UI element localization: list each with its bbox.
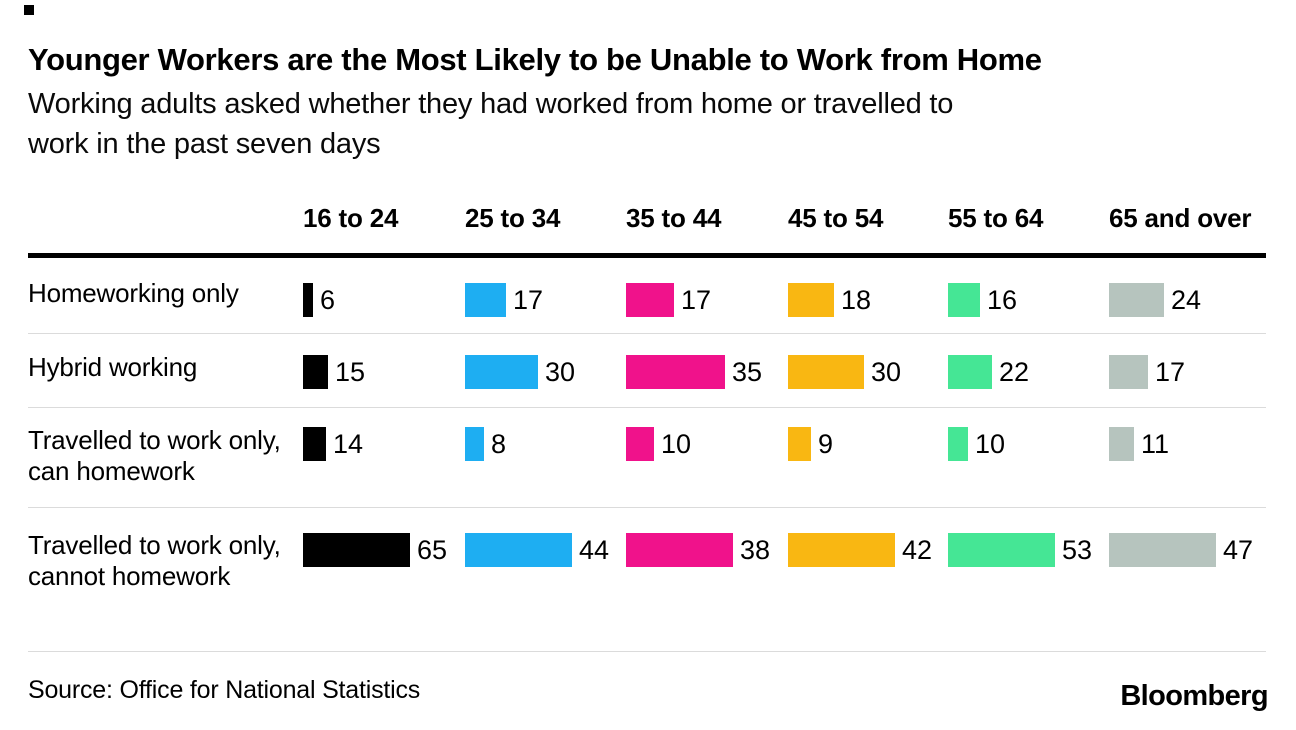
bar-55-to-64 bbox=[948, 283, 980, 317]
bar-value-label: 10 bbox=[661, 429, 692, 459]
column-header-45-to-54: 45 to 54 bbox=[788, 203, 884, 233]
bar-25-to-34 bbox=[465, 533, 572, 567]
bar-value-label: 6 bbox=[320, 285, 336, 315]
column-header-35-to-44: 35 to 44 bbox=[626, 203, 722, 233]
bar-25-to-34 bbox=[465, 283, 506, 317]
bar-value-label: 17 bbox=[1155, 357, 1186, 387]
bar-value-label: 15 bbox=[335, 357, 366, 387]
column-header-25-to-34: 25 to 34 bbox=[465, 203, 561, 233]
bar-value-label: 8 bbox=[491, 429, 507, 459]
row-separator bbox=[28, 333, 1266, 334]
source-note: Source: Office for National Statistics bbox=[28, 676, 421, 704]
row-label: Homeworking only bbox=[28, 278, 239, 308]
bar-value-label: 18 bbox=[841, 285, 872, 315]
bar-value-label: 17 bbox=[513, 285, 544, 315]
bar-45-to-54 bbox=[788, 283, 834, 317]
bar-value-label: 47 bbox=[1223, 535, 1254, 565]
brand-square-mark bbox=[24, 5, 34, 15]
bar-value-label: 14 bbox=[333, 429, 364, 459]
column-header-16-to-24: 16 to 24 bbox=[303, 203, 399, 233]
header-rule bbox=[28, 253, 1266, 258]
bar-value-label: 11 bbox=[1141, 429, 1170, 459]
bar-65-and-over bbox=[1109, 283, 1164, 317]
column-header-65-and-over: 65 and over bbox=[1109, 203, 1252, 233]
bar-value-label: 17 bbox=[681, 285, 712, 315]
bar-45-to-54 bbox=[788, 355, 864, 389]
chart-subtitle-line-2: work in the past seven days bbox=[28, 128, 381, 160]
chart-subtitle: Working adults asked whether they had wo… bbox=[28, 84, 953, 164]
bar-value-label: 30 bbox=[545, 357, 576, 387]
bar-16-to-24 bbox=[303, 533, 410, 567]
bar-25-to-34 bbox=[465, 355, 538, 389]
bar-45-to-54 bbox=[788, 533, 895, 567]
bar-35-to-44 bbox=[626, 427, 654, 461]
chart-title: Younger Workers are the Most Likely to b… bbox=[28, 42, 1042, 77]
bar-16-to-24 bbox=[303, 283, 313, 317]
bar-45-to-54 bbox=[788, 427, 811, 461]
bar-value-label: 35 bbox=[732, 357, 763, 387]
row-label: Travelled to work only, cannot homework bbox=[28, 530, 281, 591]
bar-value-label: 24 bbox=[1171, 285, 1202, 315]
bar-value-label: 42 bbox=[902, 535, 933, 565]
bar-value-label: 38 bbox=[740, 535, 771, 565]
bar-35-to-44 bbox=[626, 283, 674, 317]
bloomberg-logo: Bloomberg bbox=[1120, 680, 1268, 712]
bar-value-label: 16 bbox=[987, 285, 1018, 315]
bar-55-to-64 bbox=[948, 427, 968, 461]
bar-65-and-over bbox=[1109, 533, 1216, 567]
bar-16-to-24 bbox=[303, 355, 328, 389]
bar-value-label: 22 bbox=[999, 357, 1030, 387]
bar-value-label: 9 bbox=[818, 429, 834, 459]
row-label: Hybrid working bbox=[28, 352, 198, 382]
row-label: Travelled to work only, can homework bbox=[28, 425, 281, 486]
chart-subtitle-line-1: Working adults asked whether they had wo… bbox=[28, 88, 954, 120]
bar-55-to-64 bbox=[948, 533, 1055, 567]
bar-35-to-44 bbox=[626, 533, 733, 567]
row-separator bbox=[28, 407, 1266, 408]
bar-value-label: 10 bbox=[975, 429, 1006, 459]
bar-value-label: 53 bbox=[1062, 535, 1093, 565]
column-header-55-to-64: 55 to 64 bbox=[948, 203, 1044, 233]
bar-65-and-over bbox=[1109, 427, 1134, 461]
bar-65-and-over bbox=[1109, 355, 1148, 389]
bar-16-to-24 bbox=[303, 427, 326, 461]
bar-value-label: 44 bbox=[579, 535, 610, 565]
bar-value-label: 30 bbox=[871, 357, 902, 387]
bar-25-to-34 bbox=[465, 427, 484, 461]
bar-55-to-64 bbox=[948, 355, 992, 389]
bar-35-to-44 bbox=[626, 355, 725, 389]
row-separator bbox=[28, 507, 1266, 508]
bar-value-label: 65 bbox=[417, 535, 448, 565]
row-separator bbox=[28, 651, 1266, 652]
